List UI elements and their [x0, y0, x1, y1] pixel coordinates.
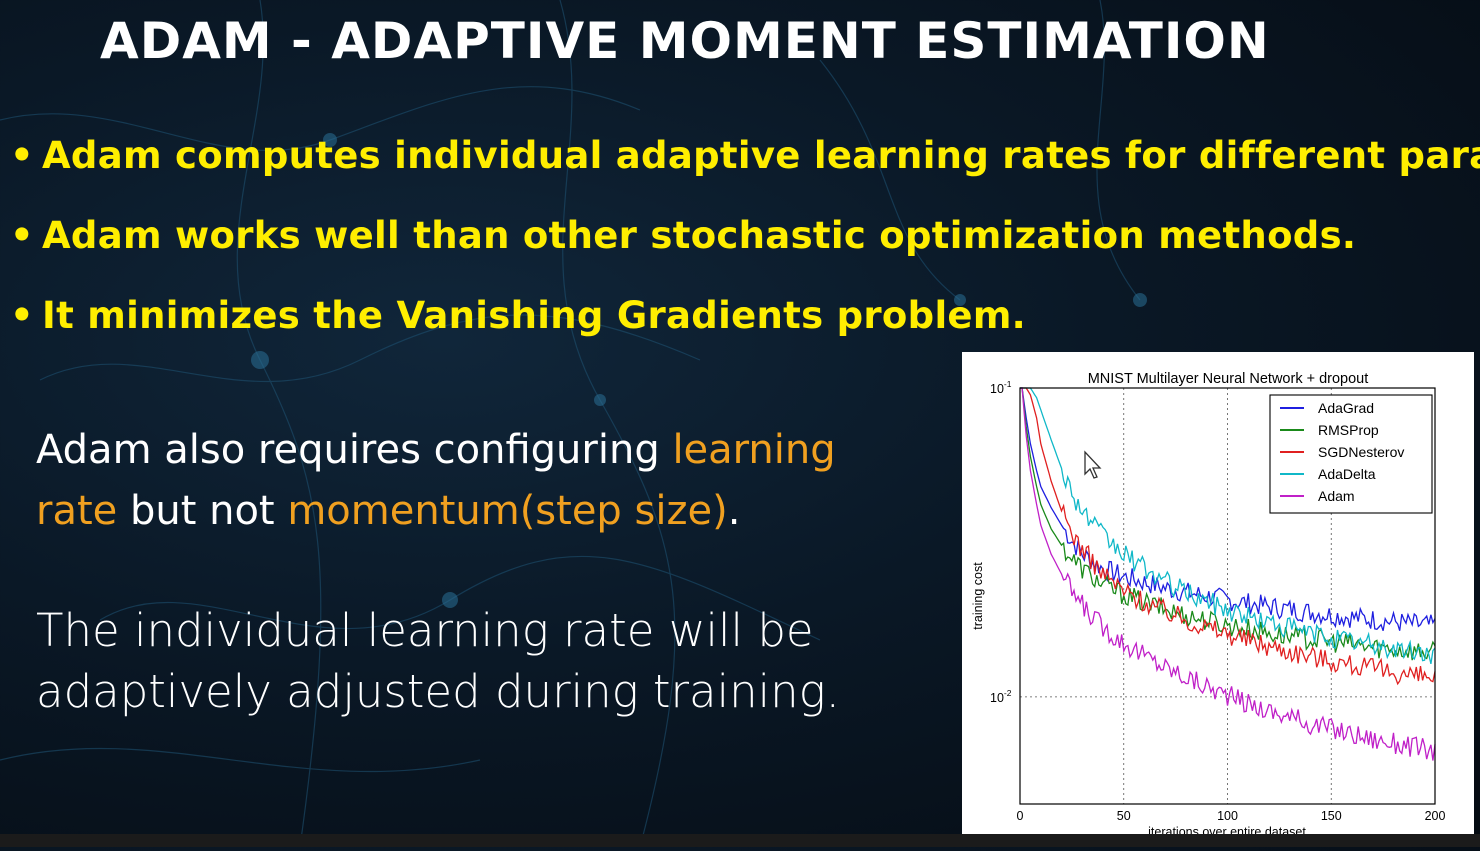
paragraph-text: . — [727, 488, 741, 534]
bullet-text: It minimizes the Vanishing Gradients pro… — [42, 294, 1027, 337]
bullet-dot: • — [10, 134, 34, 177]
paragraph-configuring: Adam also requires configuring learning … — [36, 420, 916, 542]
series-line-adam — [1020, 387, 1436, 761]
training-cost-chart: MNIST Multilayer Neural Network + dropou… — [971, 371, 1446, 839]
y-tick-labels: 10-1 10-2 — [990, 379, 1012, 705]
legend-entry: AdaDelta — [1318, 466, 1376, 482]
x-tick-label: 150 — [1321, 809, 1342, 823]
legend-entry: Adam — [1318, 488, 1355, 504]
mouse-cursor-icon — [1084, 450, 1102, 479]
bullet-dot: • — [10, 294, 34, 337]
paragraph-adaptive: The individual learning rate will be ada… — [36, 604, 840, 718]
bullet-text: Adam works well than other stochastic op… — [42, 214, 1357, 257]
bullet-text: Adam computes individual adaptive learni… — [42, 134, 1480, 177]
bullet-dot: • — [10, 214, 34, 257]
highlight-learning-rate: learning rate — [36, 427, 836, 534]
paragraph-text: Adam also requires configuring — [36, 427, 673, 473]
x-tick-label: 200 — [1425, 809, 1446, 823]
bullet-item: • Adam computes individual adaptive learn… — [10, 128, 1480, 208]
plot-area — [1020, 387, 1436, 761]
bullet-list: • Adam computes individual adaptive learn… — [10, 128, 1480, 368]
bullet-item: • It minimizes the Vanishing Gradients pr… — [10, 288, 1480, 368]
x-tick-label: 0 — [1017, 809, 1024, 823]
paragraph-text: but not — [117, 488, 288, 534]
x-tick-label: 100 — [1217, 809, 1238, 823]
legend-entry: SGDNesterov — [1318, 444, 1404, 460]
y-tick-label: 10-2 — [990, 688, 1012, 705]
highlight-momentum: momentum(step size) — [287, 488, 728, 534]
chart-panel: MNIST Multilayer Neural Network + dropou… — [962, 352, 1474, 847]
y-axis-label: training cost — [971, 562, 985, 630]
y-tick-label: 10-1 — [990, 379, 1012, 396]
x-tick-labels: 0 50 100 150 200 — [1017, 809, 1446, 823]
series-line-sgdnesterov — [1020, 387, 1436, 686]
chart-legend: AdaGrad RMSProp SGDNesterov AdaDelta Adam — [1269, 394, 1433, 514]
series-line-rmsprop — [1020, 387, 1436, 661]
legend-box — [1269, 394, 1433, 514]
legend-entry: RMSProp — [1318, 422, 1379, 438]
x-tick-label: 50 — [1117, 809, 1131, 823]
plot-frame — [1019, 387, 1436, 805]
series-line-adadelta — [1020, 387, 1436, 665]
bottom-bar — [0, 834, 1480, 847]
bullet-item: • Adam works well than other stochastic o… — [10, 208, 1480, 288]
chart-title: MNIST Multilayer Neural Network + dropou… — [1088, 371, 1369, 387]
legend-entry: AdaGrad — [1318, 400, 1374, 416]
slide-title: ADAM - ADAPTIVE MOMENT ESTIMATION — [100, 12, 1270, 70]
